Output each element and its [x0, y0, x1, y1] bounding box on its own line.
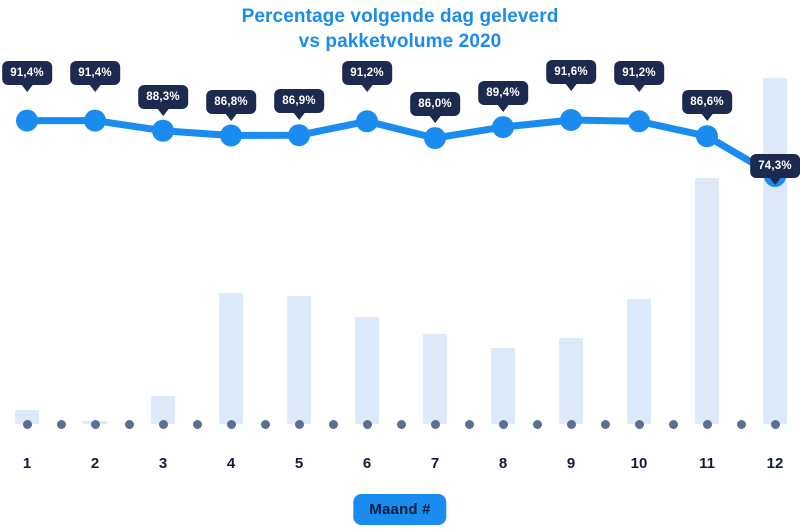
bar-month-7 [423, 334, 447, 424]
axis-dot [736, 419, 746, 429]
bar-month-3 [151, 396, 175, 424]
axis-dot [294, 419, 304, 429]
line-marker-month-2 [84, 109, 106, 132]
line-marker-month-10 [628, 110, 650, 133]
axis-dot [192, 419, 202, 429]
line-marker-month-9 [560, 109, 582, 131]
axis-dot [770, 419, 780, 429]
axis-dot [328, 419, 338, 429]
axis-dot [396, 419, 406, 429]
line-markers [16, 109, 786, 187]
axis-dot [124, 419, 134, 429]
bar-month-12 [763, 78, 787, 424]
axis-dot [566, 419, 576, 429]
line-marker-month-7 [424, 127, 446, 150]
bar-month-10 [627, 299, 651, 424]
bar-month-5 [287, 295, 311, 424]
line-marker-month-11 [696, 125, 718, 148]
line-marker-month-4 [220, 124, 242, 147]
chart-title: Percentage volgende dag geleverd vs pakk… [0, 4, 800, 54]
x-tick-6: 6 [362, 455, 372, 472]
data-label-month-2: 91,4% [70, 60, 120, 92]
x-tick-7: 7 [430, 455, 440, 472]
chart-title-line-1: Percentage volgende dag geleverd [241, 6, 559, 27]
bar-month-11 [695, 178, 719, 424]
x-tick-3: 3 [158, 455, 168, 472]
axis-dot [226, 419, 236, 429]
line-marker-month-6 [356, 110, 378, 133]
axis-dot [464, 419, 474, 429]
bar-month-4 [219, 292, 243, 424]
x-tick-2: 2 [90, 455, 100, 472]
data-label-month-7: 86,0% [410, 92, 460, 124]
axis-dot [634, 419, 644, 429]
axis-dot [498, 419, 508, 429]
x-tick-5: 5 [294, 455, 304, 472]
data-label-month-6: 91,2% [342, 61, 392, 93]
x-tick-11: 11 [699, 455, 715, 472]
data-label-month-9: 91,6% [546, 60, 596, 91]
bar-month-6 [355, 316, 379, 424]
axis-dot [22, 419, 32, 429]
data-label-month-11: 86,6% [682, 90, 732, 122]
bar-month-1 [15, 410, 39, 424]
line-marker-month-5 [288, 124, 310, 147]
plot-area: 91,4% 91,4% 88,3% 86,8% 86,9% 91,2% 86,0% 89,4%… [2, 60, 800, 429]
line-marker-month-3 [152, 119, 174, 142]
x-tick-4: 4 [226, 455, 236, 472]
x-axis-title-badge: Maand # [353, 494, 447, 525]
bar-month-8 [491, 347, 515, 424]
axis-dot [362, 419, 372, 429]
x-tick-9: 9 [566, 455, 576, 472]
x-tick-12: 12 [766, 455, 784, 472]
axis-dot [702, 419, 712, 429]
line-series-percentage [16, 109, 786, 187]
data-label-month-10: 91,2% [614, 61, 664, 93]
axis-dot [158, 419, 168, 429]
axis-dot [532, 419, 542, 429]
axis-dot [430, 419, 440, 429]
axis-dot [668, 419, 678, 429]
axis-dot [56, 419, 66, 429]
x-tick-1: 1 [22, 455, 32, 472]
line-marker-month-1 [16, 109, 38, 132]
line-marker-month-8 [492, 116, 514, 139]
data-label-month-12: 74,3% [750, 154, 800, 185]
chart-title-line-2: vs pakketvolume 2020 [298, 31, 502, 52]
axis-dot [600, 419, 610, 429]
data-label-month-1: 91,4% [2, 60, 52, 92]
bar-month-9 [559, 337, 583, 424]
data-label-month-5: 86,9% [274, 89, 324, 121]
x-tick-8: 8 [498, 455, 508, 472]
data-label-month-8: 89,4% [478, 81, 528, 113]
data-label-month-3: 88,3% [138, 84, 188, 116]
axis-dot [90, 419, 100, 429]
axis-dot [260, 419, 270, 429]
line-path [23, 116, 779, 180]
x-tick-10: 10 [630, 455, 648, 472]
data-label-month-4: 86,8% [206, 89, 256, 121]
